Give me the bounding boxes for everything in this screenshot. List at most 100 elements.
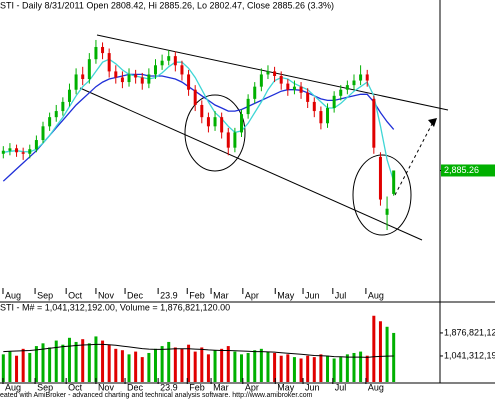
candle-body: [312, 101, 316, 112]
volume-bar: [87, 343, 91, 382]
volume-bar: [299, 358, 303, 382]
y-tick-label: 2,885.26: [444, 165, 479, 175]
candle-body: [8, 148, 12, 151]
volume-bar: [167, 341, 171, 382]
x-tick-label: Nov: [98, 382, 115, 392]
volume-bar: [101, 340, 105, 382]
moving-average: [3, 58, 395, 182]
volume-bar: [34, 346, 38, 382]
candle-body: [67, 89, 71, 102]
candle-body: [15, 148, 19, 153]
volume-bar: [8, 351, 12, 382]
volume-bar: [259, 348, 263, 382]
candle-body: [253, 86, 257, 99]
x-tick-label: Feb: [189, 290, 205, 300]
candle-body: [339, 89, 343, 96]
candle-body: [233, 132, 237, 148]
volume-title: STI - M# = 1,041,312,192.00, Volume = 1,…: [0, 302, 230, 312]
volume-bar: [286, 354, 290, 382]
candle-body: [352, 80, 356, 86]
x-tick-label: Oct: [68, 382, 83, 392]
volume-bar: [273, 352, 277, 382]
candle-body: [101, 46, 105, 54]
x-tick-label: Mar: [213, 290, 229, 300]
volume-bar: [206, 354, 210, 382]
x-tick-label: Aug: [368, 382, 384, 392]
candle-body: [213, 117, 217, 127]
volume-bar: [114, 348, 118, 382]
y-tick-label: 1,876,821,120: [444, 327, 495, 337]
x-tick-label: May: [277, 382, 295, 392]
volume-bar: [385, 326, 389, 382]
volume-bar: [134, 351, 138, 382]
volume-bar: [94, 336, 98, 382]
volume-bar: [74, 341, 78, 382]
x-tick-label: Feb: [189, 382, 205, 392]
candle-body: [173, 56, 177, 66]
x-tick-label: 23.9: [160, 382, 178, 392]
candle-body: [107, 53, 111, 72]
candle-body: [127, 74, 131, 83]
volume-average: [3, 343, 394, 358]
moving-average: [2, 73, 395, 182]
candle-body: [61, 101, 65, 112]
candle-body: [385, 208, 389, 215]
volume-bar: [279, 355, 283, 382]
candle-body: [54, 111, 58, 118]
volume-bar: [326, 355, 330, 382]
candle-body: [147, 74, 151, 84]
x-tick-label: Aug: [5, 382, 21, 392]
candle-body: [319, 111, 323, 124]
volume-bar: [378, 321, 382, 382]
volume-bar: [48, 347, 52, 382]
candle-body: [87, 59, 91, 80]
candle-body: [372, 98, 376, 148]
candle-body: [378, 156, 382, 200]
price-label-box: [441, 164, 495, 177]
volume-bar: [120, 350, 124, 382]
volume-bar: [15, 355, 19, 382]
volume-bar: [233, 351, 237, 382]
volume-bar: [107, 344, 111, 382]
volume-bar: [220, 348, 224, 382]
volume-bar: [246, 352, 250, 382]
volume-bar: [213, 350, 217, 382]
candle-body: [326, 108, 330, 124]
candle-body: [266, 71, 270, 75]
candle-body: [220, 117, 224, 133]
candle-body: [81, 74, 85, 80]
candle-body: [28, 149, 32, 154]
candle-body: [292, 86, 296, 90]
x-tick-label: Mar: [213, 382, 229, 392]
candle-body: [240, 114, 244, 133]
y-tick-label: 1,041,312,192: [444, 350, 495, 360]
x-tick-label: Sep: [37, 382, 53, 392]
candle-body: [153, 65, 157, 75]
volume-bar: [312, 357, 316, 382]
x-tick-label: Jul: [335, 290, 347, 300]
candle-body: [120, 77, 124, 83]
candle-body: [279, 75, 283, 84]
candle-body: [114, 71, 118, 78]
footer: eated with AmiBroker - advanced charting…: [0, 392, 313, 399]
x-tick-label: Sep: [37, 290, 53, 300]
candle-body: [41, 126, 45, 141]
volume-bar: [81, 339, 85, 382]
candle-body: [246, 98, 250, 115]
volume-bar: [54, 340, 58, 382]
x-tick-label: Dec: [127, 382, 144, 392]
volume-bar: [306, 355, 310, 382]
candle-body: [365, 74, 369, 81]
volume-bar: [160, 346, 164, 382]
highlight-circle: [352, 154, 412, 236]
candle-body: [1, 150, 5, 154]
volume-bar: [147, 352, 151, 382]
volume-bar: [253, 350, 257, 382]
volume-bar: [140, 357, 144, 382]
volume-bar: [266, 351, 270, 382]
candle-body: [200, 104, 204, 118]
x-tick-label: Jul: [335, 382, 347, 392]
candle-body: [299, 86, 303, 93]
volume-bar: [61, 344, 65, 382]
